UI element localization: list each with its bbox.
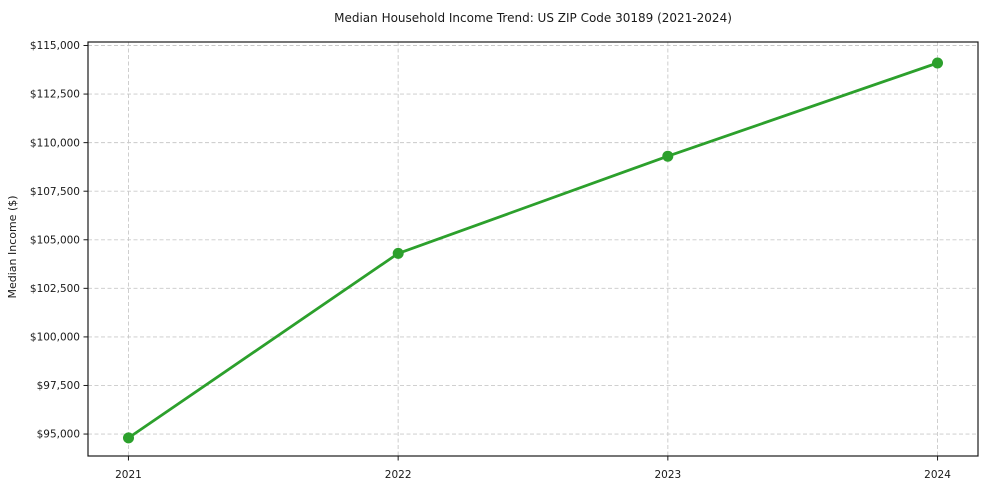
x-tick-label: 2024 [924,469,951,481]
y-tick-label: $95,000 [37,429,80,441]
tick-layer: $95,000 $97,500 $100,000 $102,500 $105,000 $1… [30,40,951,481]
x-tick-label: 2022 [385,469,412,481]
y-tick-label: $105,000 [30,234,80,246]
y-tick-label: $107,500 [30,186,80,198]
plot-border [87,41,979,457]
y-tick-label: $102,500 [30,283,80,295]
data-point-marker [932,57,943,69]
y-tick-label: $100,000 [30,332,80,344]
grid-layer [88,42,978,456]
data-point-marker [392,247,404,259]
y-axis-label: Median Income ($) [6,195,19,298]
data-point-marker [123,432,134,444]
chart-title: Median Household Income Trend: US ZIP Co… [334,11,732,25]
data-point-marker [662,150,674,162]
x-tick-label: 2023 [654,469,681,481]
data-series-layer [123,57,943,444]
y-tick-label: $97,500 [37,380,80,392]
y-tick-label: $115,000 [30,40,80,52]
y-tick-label: $112,500 [30,89,80,101]
axes-frame [87,41,979,457]
y-tick-label: $110,000 [30,137,80,149]
trend-line [127,61,939,440]
x-tick-label: 2021 [115,469,142,481]
